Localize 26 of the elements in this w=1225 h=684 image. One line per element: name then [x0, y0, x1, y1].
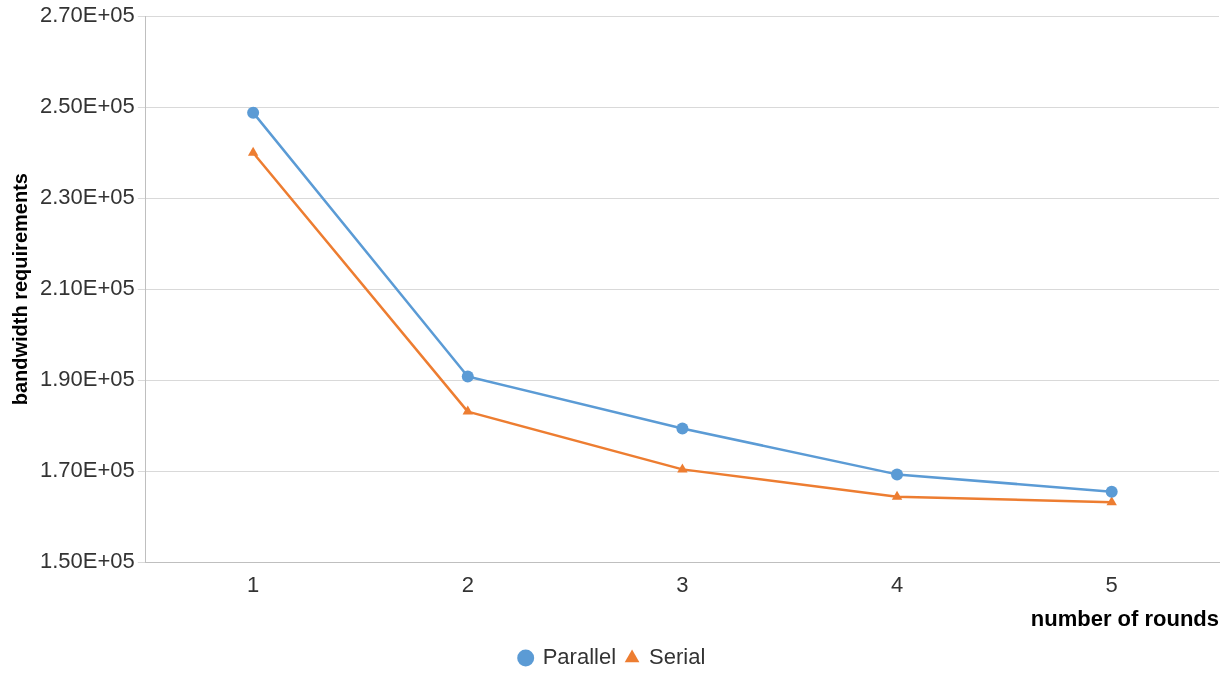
point [247, 106, 260, 119]
y-tick-label: 2.10E+05 [40, 275, 135, 301]
x-axis-title: number of rounds [1030, 605, 1219, 631]
point [462, 405, 473, 415]
y-axis-title: bandwidth requirements [8, 173, 31, 406]
point [891, 468, 904, 481]
point [891, 490, 903, 500]
point [677, 463, 688, 473]
y-tick-label: 2.30E+05 [40, 184, 135, 210]
legend-label: Serial [649, 644, 706, 670]
point [676, 422, 689, 435]
point [247, 146, 259, 156]
x-tick-label: 2 [461, 572, 474, 598]
x-tick-label: 4 [890, 572, 904, 598]
legend-label: Parallel [542, 644, 617, 670]
x-tick-label: 1 [247, 572, 260, 598]
y-tick-label: 2.70E+05 [40, 2, 135, 28]
point [461, 370, 474, 383]
y-tick-label: 1.90E+05 [40, 366, 135, 392]
y-tick-label: 2.50E+05 [40, 93, 135, 119]
x-tick-label: 3 [676, 572, 689, 598]
point [1106, 496, 1117, 506]
point [1105, 485, 1118, 498]
x-tick-label: 5 [1105, 572, 1118, 598]
y-tick-label: 1.50E+05 [40, 548, 135, 574]
y-tick-label: 1.70E+05 [40, 457, 135, 483]
